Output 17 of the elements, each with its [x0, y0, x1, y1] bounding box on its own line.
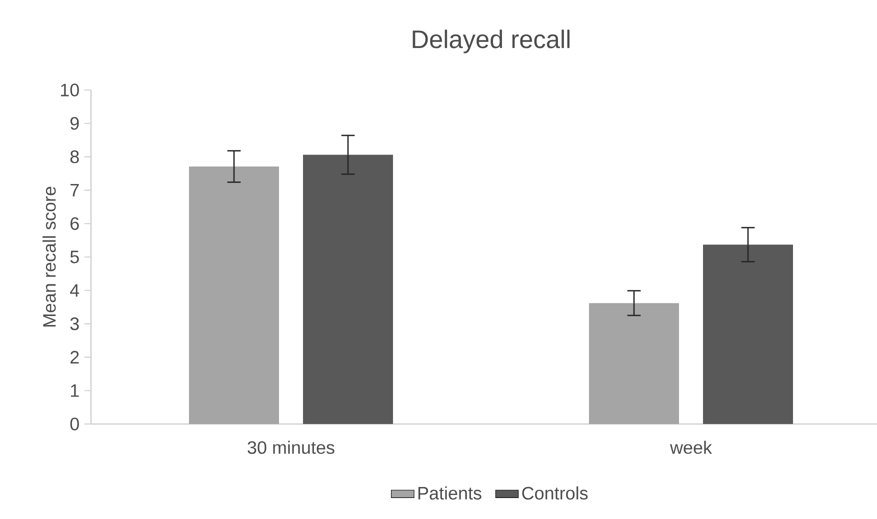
y-tick-label: 0	[70, 418, 79, 430]
x-tick-label: 30 minutes	[248, 440, 334, 454]
y-tick-label: 3	[70, 317, 79, 330]
legend-label: Controls	[522, 486, 588, 500]
y-tick-label: 10	[60, 84, 79, 96]
legend-label: Patients	[418, 486, 482, 500]
y-tick-label: 6	[70, 217, 79, 230]
y-axis-title: Mean recall score	[42, 186, 56, 327]
y-tick-label: 8	[70, 150, 79, 164]
y-tick-label: 7	[70, 184, 79, 196]
y-tick-label: 5	[70, 250, 79, 264]
y-tick-label: 2	[70, 350, 79, 364]
y-tick-label: 4	[70, 284, 80, 297]
y-tick-label: 1	[71, 384, 79, 397]
x-tick-label: week	[670, 440, 712, 454]
y-tick-label: 9	[70, 117, 79, 130]
chart-title: Delayed recall	[412, 30, 570, 54]
